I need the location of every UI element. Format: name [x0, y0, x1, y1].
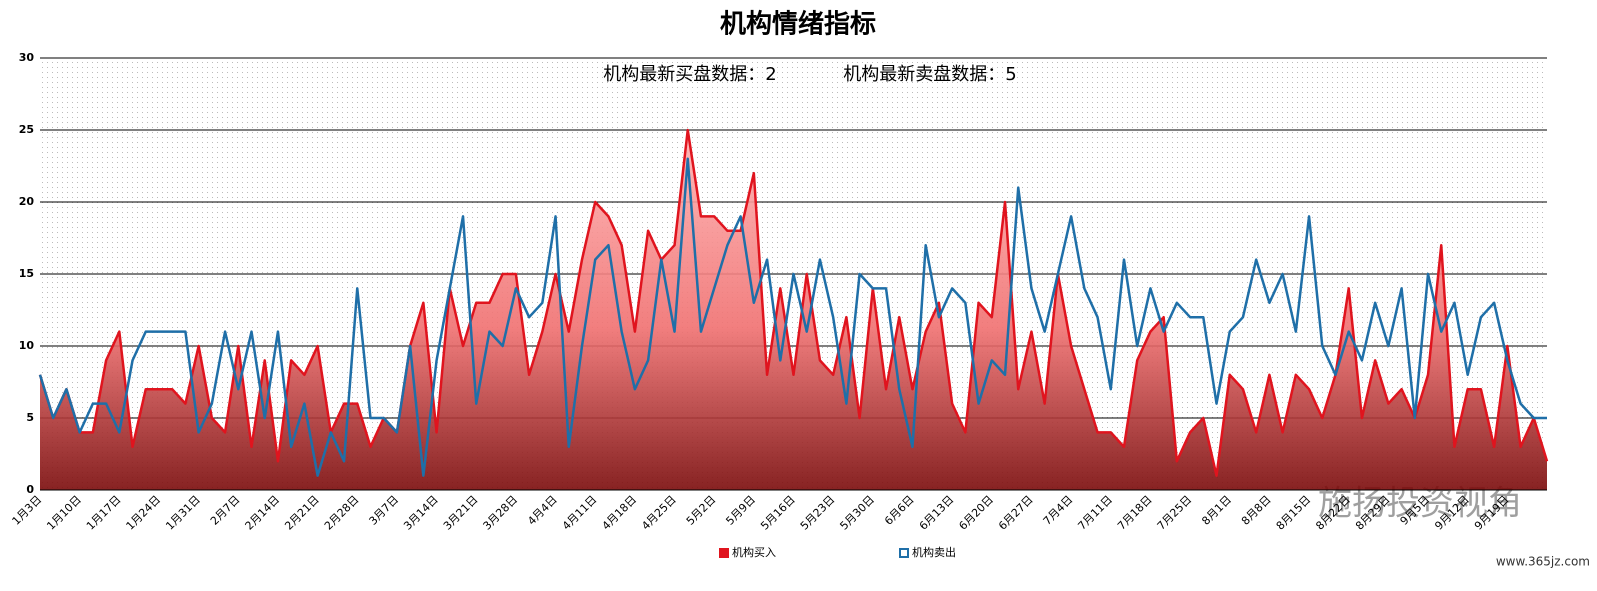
- x-tick-label: 3月28日: [481, 493, 521, 533]
- annotation: 机构最新卖盘数据：5: [843, 64, 1016, 85]
- y-tick-label: 25: [19, 123, 34, 136]
- annotation: 机构最新买盘数据：2: [603, 64, 776, 85]
- x-tick-label: 4月4日: [525, 493, 560, 528]
- x-tick-label: 2月14日: [243, 493, 283, 533]
- legend-swatch: [899, 548, 909, 558]
- x-tick-label: 4月11日: [560, 493, 600, 533]
- line: [38, 128, 1549, 477]
- y-tick-label: 0: [26, 483, 34, 496]
- x-tick-label: 4月18日: [600, 493, 640, 533]
- x-tick-label: 1月3日: [10, 493, 45, 528]
- x-tick-label: 5月16日: [758, 493, 798, 533]
- x-tick-label: 6月6日: [882, 493, 917, 528]
- y-tick-label: 5: [26, 411, 34, 424]
- x-tick-label: 1月31日: [163, 493, 203, 533]
- line: [38, 157, 1547, 477]
- x-tick-label: 5月2日: [684, 493, 719, 528]
- legend-swatch: [719, 548, 729, 558]
- x-tick-label: 6月20日: [956, 493, 996, 533]
- x-tick-label: 7月4日: [1041, 493, 1076, 528]
- legend-label: 机构卖出: [912, 545, 956, 559]
- x-tick-label: 1月10日: [44, 493, 84, 533]
- x-tick-label: 4月25日: [639, 493, 679, 533]
- x-tick-label: 6月13日: [917, 493, 957, 533]
- x-tick-label: 3月7日: [367, 493, 402, 528]
- x-tick-label: 3月21日: [441, 493, 481, 533]
- watermark: www.365jz.com: [1496, 555, 1590, 569]
- x-tick-label: 5月23日: [798, 493, 838, 533]
- x-tick-label: 1月17日: [84, 493, 124, 533]
- x-tick-label: 2月21日: [282, 493, 322, 533]
- legend-label: 机构买入: [732, 545, 776, 559]
- y-tick-label: 10: [19, 339, 35, 352]
- x-tick-label: 8月1日: [1199, 493, 1234, 528]
- x-tick-label: 2月7日: [208, 493, 243, 528]
- y-tick-label: 15: [19, 267, 34, 280]
- y-tick-label: 30: [19, 51, 35, 64]
- x-tick-label: 7月25日: [1155, 493, 1195, 533]
- x-tick-label: 1月24日: [124, 493, 164, 533]
- x-tick-label: 8月8日: [1239, 493, 1274, 528]
- x-tick-label: 5月9日: [723, 493, 758, 528]
- x-tick-label: 3月14日: [401, 493, 441, 533]
- x-tick-label: 2月28日: [322, 493, 362, 533]
- x-tick-label: 8月15日: [1274, 493, 1314, 533]
- x-tick-label: 7月18日: [1115, 493, 1155, 533]
- chart-title: 机构情绪指标: [720, 9, 876, 40]
- x-tick-label: 7月11日: [1075, 493, 1115, 533]
- x-tick-label: 6月27日: [996, 493, 1036, 533]
- y-tick-label: 20: [19, 195, 35, 208]
- x-tick-label: 5月30日: [837, 493, 877, 533]
